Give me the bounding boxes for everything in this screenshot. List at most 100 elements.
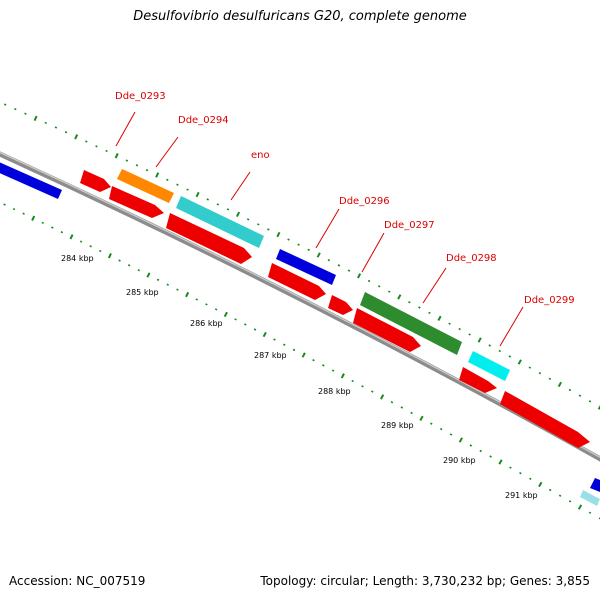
gene-arrow-orange-dde0294[interactable] xyxy=(117,169,174,203)
outer-minor-tick xyxy=(388,290,391,293)
inner-minor-tick xyxy=(400,406,404,409)
outer-minor-tick xyxy=(3,103,7,106)
inner-minor-tick xyxy=(558,494,562,497)
inner-minor-tick xyxy=(244,323,247,326)
gene-arrow-blue-right[interactable] xyxy=(590,478,600,492)
gene-arrow-blue-dde0296[interactable] xyxy=(276,249,336,285)
inner-major-tick xyxy=(458,437,463,443)
gene-arrow-red-5[interactable] xyxy=(353,308,421,352)
inner-minor-tick xyxy=(588,511,592,514)
outer-major-tick xyxy=(195,191,200,198)
inner-minor-tick xyxy=(322,364,325,367)
gene-arrow-blue-left[interactable] xyxy=(0,158,62,199)
inner-minor-tick xyxy=(283,343,286,346)
gene-label-dde0297: Dde_0297 xyxy=(384,220,435,231)
inner-minor-tick xyxy=(292,348,296,352)
outer-minor-tick xyxy=(44,121,47,125)
outer-minor-tick xyxy=(257,223,260,226)
inner-tick-track xyxy=(3,203,600,520)
genome-summary-text: Topology: circular; Length: 3,730,232 bp… xyxy=(260,574,590,588)
outer-minor-tick xyxy=(145,168,149,172)
gene-arrow-cyan-eno[interactable] xyxy=(176,196,264,248)
gene-label-dde0293: Dde_0293 xyxy=(115,91,166,102)
outer-major-tick xyxy=(437,315,442,321)
inner-minor-tick xyxy=(519,472,522,475)
gene-arrow-green-dde0298[interactable] xyxy=(360,292,462,355)
outer-minor-tick xyxy=(367,279,371,283)
inner-minor-tick xyxy=(390,401,394,404)
inner-major-tick xyxy=(31,215,36,221)
kbp-label-288: 288 kbp xyxy=(318,387,351,396)
outer-minor-tick xyxy=(498,349,501,353)
inner-minor-tick xyxy=(176,288,179,291)
gene-arrow-red-6[interactable] xyxy=(459,367,497,393)
outer-minor-tick xyxy=(54,126,58,129)
outer-minor-tick xyxy=(166,178,169,182)
gene-arrow-red-1[interactable] xyxy=(109,186,164,218)
outer-minor-tick xyxy=(297,243,300,246)
gene-arrow-cyan-dde0299[interactable] xyxy=(468,351,510,381)
kbp-label-284: 284 kbp xyxy=(61,254,94,263)
outer-major-tick xyxy=(33,115,38,121)
label-leaders xyxy=(115,111,524,347)
outer-major-tick xyxy=(557,381,562,388)
outer-minor-tick xyxy=(528,366,532,369)
inner-major-tick xyxy=(538,481,543,488)
outer-minor-tick xyxy=(95,145,98,148)
genome-backbone-highlight xyxy=(0,151,600,458)
gene-label-dde0294: Dde_0294 xyxy=(178,115,229,126)
outer-minor-tick xyxy=(216,203,220,206)
outer-minor-tick xyxy=(85,140,88,143)
kbp-label-285: 285 kbp xyxy=(126,288,159,297)
gene-label-dde0298: Dde_0298 xyxy=(446,253,497,264)
kbp-label-286: 286 kbp xyxy=(190,319,223,328)
inner-minor-tick xyxy=(509,466,512,469)
outer-minor-tick xyxy=(578,394,582,397)
inner-minor-tick xyxy=(137,269,141,272)
inner-minor-tick xyxy=(371,390,374,393)
inner-minor-tick xyxy=(12,207,16,211)
inner-major-tick xyxy=(380,394,385,400)
inner-minor-tick xyxy=(273,338,276,341)
inner-major-tick xyxy=(498,459,503,465)
outer-major-tick xyxy=(236,211,241,218)
inner-minor-tick xyxy=(529,477,532,480)
outer-tick-track xyxy=(3,103,600,410)
inner-minor-tick xyxy=(89,245,92,248)
outer-minor-tick xyxy=(307,248,310,252)
outer-minor-tick xyxy=(125,159,129,162)
gene-arrow-red-2[interactable] xyxy=(166,213,252,264)
inner-major-tick xyxy=(340,373,345,379)
inner-minor-tick xyxy=(166,283,169,286)
inner-minor-tick xyxy=(195,298,198,301)
inner-minor-tick xyxy=(351,379,354,383)
gene-label-eno: eno xyxy=(251,150,270,161)
gene-arrow-red-4[interactable] xyxy=(328,295,353,315)
inner-major-tick xyxy=(185,291,190,298)
outer-minor-tick xyxy=(287,238,290,241)
inner-major-tick xyxy=(223,311,228,318)
kbp-label-289: 289 kbp xyxy=(381,421,414,430)
outer-minor-tick xyxy=(548,377,552,380)
inner-minor-tick xyxy=(253,328,257,331)
outer-major-tick xyxy=(316,252,321,258)
gene-arrow-red-7[interactable] xyxy=(500,391,590,448)
inner-major-tick xyxy=(419,415,424,421)
outer-major-tick xyxy=(357,273,362,279)
outer-minor-tick xyxy=(337,264,341,267)
outer-minor-tick xyxy=(588,400,592,403)
gene-arrow-red-dde0293[interactable] xyxy=(80,170,111,192)
outer-minor-tick xyxy=(428,311,431,315)
outer-minor-tick xyxy=(488,344,491,347)
outer-major-tick xyxy=(74,134,79,140)
gene-arrow-cyan-edge[interactable] xyxy=(580,490,600,506)
outer-major-tick xyxy=(114,153,119,159)
gene-arrow-red-3[interactable] xyxy=(268,263,326,300)
inner-major-tick xyxy=(146,272,151,278)
outer-major-tick xyxy=(517,359,522,365)
kbp-label-290: 290 kbp xyxy=(443,456,476,465)
inner-minor-tick xyxy=(331,369,335,372)
inner-minor-tick xyxy=(99,249,102,253)
kbp-label-291: 291 kbp xyxy=(505,491,538,500)
outer-minor-tick xyxy=(538,372,542,375)
